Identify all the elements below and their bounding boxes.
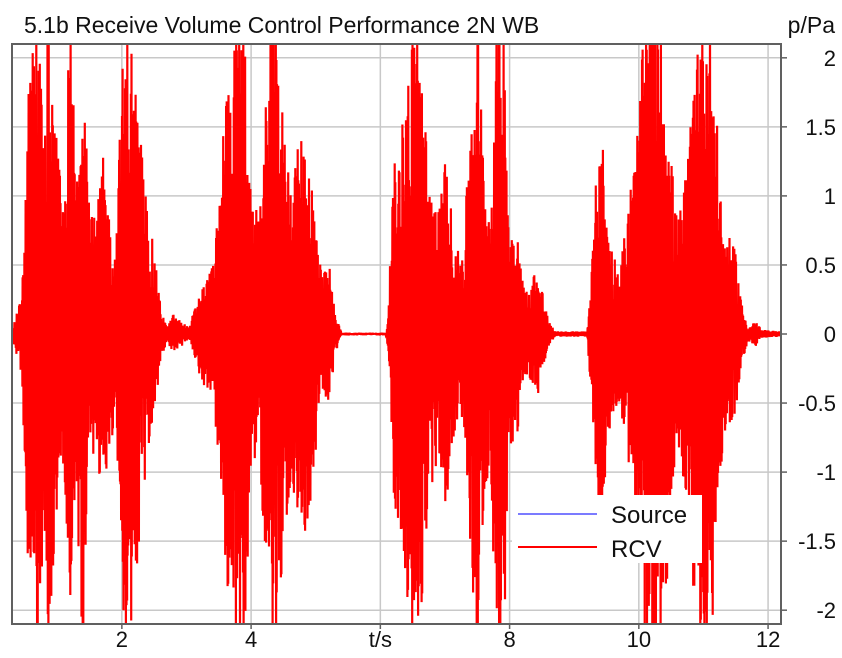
legend-label-rcv: RCV [611,536,662,563]
x-ticks: 2 4 t/s 8 10 12 [116,624,780,652]
y-tick-label: 1 [824,184,836,209]
x-tick-label: 8 [503,627,515,652]
legend-label-source: Source [611,502,687,529]
series-layer [12,44,781,624]
y-tick-label: 1.5 [805,115,836,140]
x-tick-label: 10 [627,627,651,652]
chart-title: 5.1b Receive Volume Control Performance … [24,12,539,38]
x-tick-label: 2 [116,627,128,652]
y-tick-label: 2 [824,46,836,71]
legend: Source RCV [512,495,702,563]
y-tick-label: -1 [816,460,836,485]
x-tick-label: t/s [369,627,392,652]
y-tick-label: 0 [824,322,836,347]
y-tick-label: 0.5 [805,253,836,278]
y-tick-label: -2 [816,598,836,623]
x-tick-label: 4 [245,627,257,652]
series-line-rcv [12,44,781,624]
legend-box [512,495,702,563]
y-tick-label: -0.5 [798,391,836,416]
x-tick-label: 12 [756,627,780,652]
y-ticks: 2 1.5 1 0.5 0 -0.5 -1 -1.5 -2 [781,46,836,623]
y-tick-label: -1.5 [798,529,836,554]
y-axis-label: p/Pa [788,12,836,38]
